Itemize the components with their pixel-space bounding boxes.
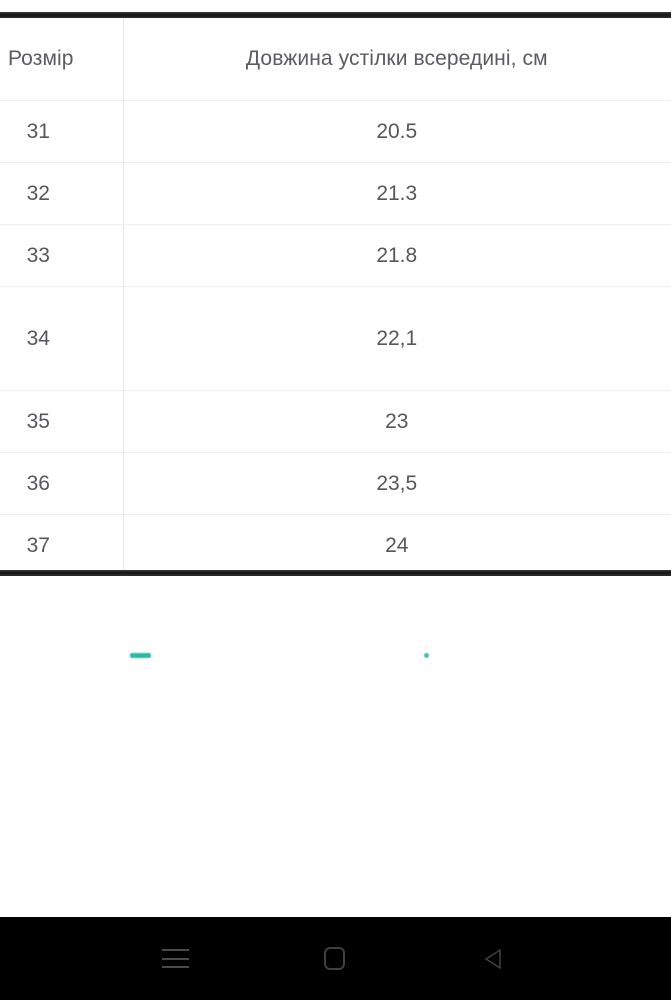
cell-size: 37 [0,514,124,576]
hamburger-icon [161,949,189,968]
home-button[interactable] [289,917,379,1000]
table-row: 34 22,1 [0,286,671,391]
back-triangle-icon [485,948,501,969]
column-header-size: Розмір [0,18,124,101]
recents-button[interactable] [130,917,220,1000]
cell-length: 23 [123,390,671,453]
teal-dash-mark [130,653,151,658]
cell-length: 23,5 [123,452,671,515]
cell-size: 31 [0,100,124,163]
table-row: 32 21.3 [0,162,671,225]
back-button[interactable] [449,917,539,1000]
home-square-icon [323,947,345,970]
cell-size: 34 [0,286,124,391]
table-top-rule [0,12,671,18]
column-header-length: Довжина устілки всередині, см [123,18,671,101]
teal-dot-mark [424,653,429,658]
cell-size: 35 [0,390,124,453]
table-header: Розмір Довжина устілки всередині, см [0,18,671,101]
table-row: 35 23 [0,390,671,453]
table-row: 33 21.8 [0,224,671,287]
table-bottom-rule [0,570,671,576]
table-row: 36 23,5 [0,452,671,515]
cell-length: 20.5 [123,100,671,163]
cell-size: 33 [0,224,124,287]
cell-size: 36 [0,452,124,515]
cell-length: 21.3 [123,162,671,225]
table-header-row: Розмір Довжина устілки всередині, см [0,18,671,101]
table-row: 37 24 [0,514,671,576]
cell-length: 24 [385,533,409,557]
table-body: 31 20.5 32 21.3 33 21.8 34 22,1 35 23 36… [0,100,671,576]
page-content: Розмір Довжина устілки всередині, см 31 … [0,12,671,658]
size-chart-table: Розмір Довжина устілки всередині, см 31 … [0,18,671,576]
cell-size: 32 [0,162,124,225]
cell-length: 22,1 [123,286,671,391]
android-navigation-bar [0,917,671,1000]
table-row: 31 20.5 [0,100,671,163]
cell-length: 21.8 [123,224,671,287]
